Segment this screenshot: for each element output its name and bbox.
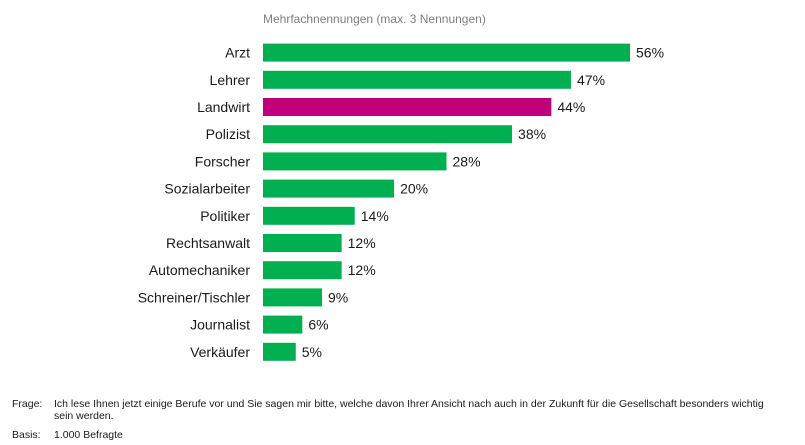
bar-arzt [263,43,630,62]
footnote-basis-label: Basis: [12,429,41,441]
footnote-question-text: Ich lese Ihnen jetzt einige Berufe vor u… [54,398,764,422]
category-label-landwirt: Landwirt [197,99,250,115]
category-label-rechtsanwalt: Rechtsanwalt [166,235,250,251]
category-label-polizist: Polizist [206,126,250,142]
value-label-rechtsanwalt: 12% [348,235,376,251]
category-label-politiker: Politiker [200,208,250,224]
bar-verk-ufer [263,342,296,361]
bar-lehrer [263,70,572,89]
category-label-automechaniker: Automechaniker [149,262,251,278]
value-label-automechaniker: 12% [348,262,376,278]
bar-forscher [263,152,447,171]
value-label-forscher: 28% [453,153,481,169]
bar-chart: Arzt 56% Lehrer 47% Landwirt 44% Polizist 38% Fo… [138,43,664,361]
bar-polizist [263,125,513,144]
bar-politiker [263,206,355,225]
category-label-verk-ufer: Verkäufer [190,344,250,360]
value-label-sozialarbeiter: 20% [400,181,428,197]
category-label-lehrer: Lehrer [210,72,251,88]
category-label-journalist: Journalist [190,317,250,333]
footnote-basis-text: 1.000 Befragte [54,429,123,441]
footnote-question-label: Frage: [12,398,43,410]
value-label-verk-ufer: 5% [302,344,322,360]
category-label-schreiner-tischler: Schreiner/Tischler [138,289,251,305]
value-label-journalist: 6% [308,317,328,333]
bar-sozialarbeiter [263,179,395,198]
bar-rechtsanwalt [263,234,342,252]
chart-subtitle: Mehrfachnennungen (max. 3 Nennungen) [263,12,486,26]
category-label-sozialarbeiter: Sozialarbeiter [164,181,250,197]
value-label-arzt: 56% [636,45,664,61]
bar-schreiner-tischler [263,288,322,307]
value-label-schreiner-tischler: 9% [328,289,348,305]
value-label-politiker: 14% [361,208,389,224]
value-label-polizist: 38% [518,126,546,142]
category-label-arzt: Arzt [225,45,250,61]
value-label-landwirt: 44% [557,99,585,115]
category-label-forscher: Forscher [195,153,251,169]
value-label-lehrer: 47% [577,72,605,88]
bar-journalist [263,315,303,334]
bar-automechaniker [263,261,342,280]
bar-landwirt [263,98,552,116]
